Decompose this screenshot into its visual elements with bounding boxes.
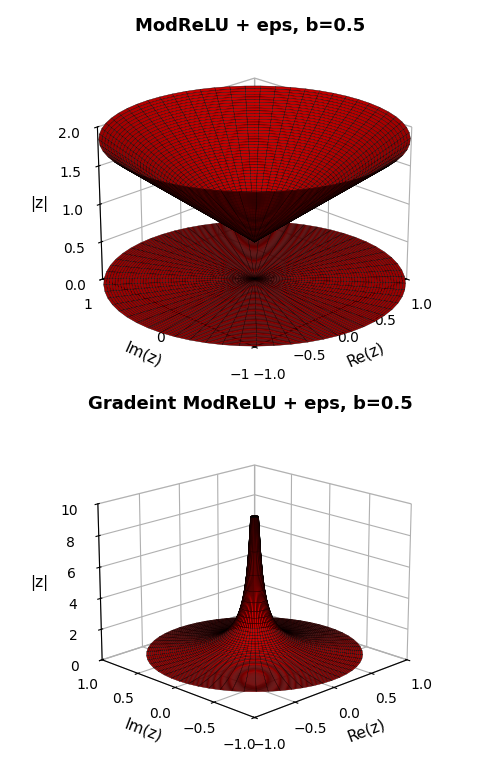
X-axis label: Re(z): Re(z)	[344, 341, 387, 370]
Y-axis label: Im(z): Im(z)	[122, 341, 164, 370]
X-axis label: Re(z): Re(z)	[346, 716, 388, 744]
Y-axis label: Im(z): Im(z)	[122, 716, 164, 744]
Title: ModReLU + eps, b=0.5: ModReLU + eps, b=0.5	[135, 17, 365, 35]
Title: Gradeint ModReLU + eps, b=0.5: Gradeint ModReLU + eps, b=0.5	[88, 396, 412, 413]
